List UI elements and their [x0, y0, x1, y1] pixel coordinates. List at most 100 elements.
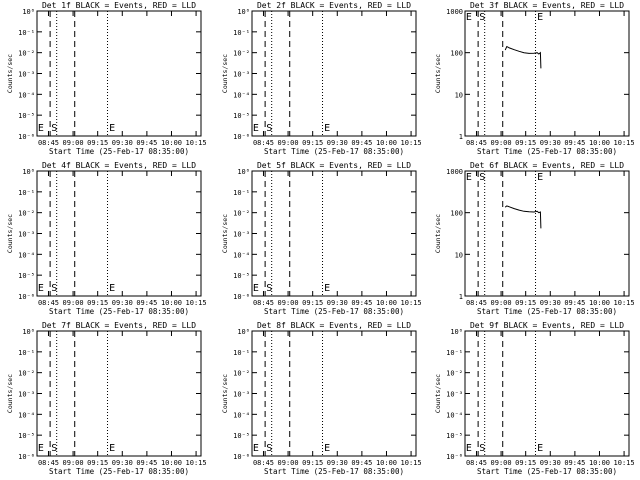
- y-tick-label: 1: [459, 133, 463, 141]
- event-marker: E: [537, 172, 543, 183]
- event-marker: E: [324, 123, 330, 134]
- y-tick-label: 10⁻⁴: [446, 411, 463, 419]
- y-tick-label: 10: [455, 251, 463, 259]
- x-tick-label: 08:45: [466, 139, 487, 147]
- event-marker: E: [38, 123, 44, 134]
- x-tick-label: 10:15: [186, 299, 207, 307]
- x-tick-label: 10:15: [614, 459, 635, 467]
- panel-title: Det 4f BLACK = Events, RED = LLD: [42, 161, 196, 170]
- x-tick-label: 09:15: [515, 299, 536, 307]
- event-marker: S: [51, 283, 57, 294]
- y-tick-label: 1: [459, 293, 463, 301]
- x-axis-label: Start Time (25-Feb-17 08:35:00): [264, 307, 404, 316]
- event-marker: S: [479, 443, 485, 454]
- x-tick-label: 09:00: [63, 459, 84, 467]
- x-axis-label: Start Time (25-Feb-17 08:35:00): [477, 147, 617, 156]
- event-marker: E: [253, 283, 259, 294]
- event-marker: S: [266, 123, 272, 134]
- y-tick-label: 10⁻⁵: [233, 112, 250, 120]
- detector-panel: Det 7f BLACK = Events, RED = LLD 10⁰ 10⁻¹ 1…: [6, 321, 207, 476]
- y-tick-label: 10⁻³: [233, 231, 250, 239]
- x-tick-label: 09:30: [327, 299, 348, 307]
- x-tick-label: 10:00: [376, 299, 397, 307]
- x-tick-label: 09:00: [63, 299, 84, 307]
- x-axis-label: Start Time (25-Feb-17 08:35:00): [264, 467, 404, 476]
- y-tick-label: 10⁻⁵: [233, 272, 250, 280]
- y-tick-label: 10⁰: [237, 8, 250, 16]
- x-tick-label: 09:15: [515, 139, 536, 147]
- x-tick-label: 09:00: [491, 299, 512, 307]
- y-tick-label: 10⁻⁴: [233, 91, 250, 99]
- y-tick-label: 10⁻¹: [233, 349, 250, 357]
- y-tick-label: 10⁰: [22, 8, 35, 16]
- event-marker: E: [324, 443, 330, 454]
- x-axis-label: Start Time (25-Feb-17 08:35:00): [264, 147, 404, 156]
- y-axis-label: Counts/sec: [6, 214, 14, 253]
- y-tick-label: 10⁻⁴: [18, 411, 35, 419]
- y-tick-label: 10⁻⁶: [18, 133, 35, 141]
- detector-panel: Det 8f BLACK = Events, RED = LLD 10⁰ 10⁻¹ 1…: [221, 321, 422, 476]
- y-tick-label: 10⁻¹: [18, 189, 35, 197]
- y-axis-label: Counts/sec: [221, 54, 229, 93]
- x-tick-label: 09:15: [87, 299, 108, 307]
- y-tick-label: 10⁻¹: [233, 189, 250, 197]
- event-marker: S: [266, 283, 272, 294]
- y-tick-label: 10⁻⁶: [18, 293, 35, 301]
- x-tick-label: 09:00: [491, 139, 512, 147]
- x-tick-label: 10:00: [589, 459, 610, 467]
- y-tick-label: 10⁰: [450, 328, 463, 336]
- y-tick-label: 100: [450, 50, 463, 58]
- panel-title: Det 1f BLACK = Events, RED = LLD: [42, 1, 196, 10]
- event-marker: S: [266, 443, 272, 454]
- x-tick-label: 09:30: [112, 139, 133, 147]
- plot-frame: [464, 10, 630, 137]
- x-tick-label: 08:45: [38, 299, 59, 307]
- y-axis-label: Counts/sec: [434, 214, 442, 253]
- event-marker: S: [51, 123, 57, 134]
- x-tick-label: 10:15: [401, 299, 422, 307]
- detector-panel: Det 4f BLACK = Events, RED = LLD 10⁰ 10⁻¹ 1…: [6, 161, 207, 316]
- detector-panel: Det 3f BLACK = Events, RED = LLD 1000 100 1…: [434, 1, 635, 156]
- y-tick-label: 10⁻²: [233, 370, 250, 378]
- y-tick-label: 10⁻³: [233, 391, 250, 399]
- event-marker: E: [38, 443, 44, 454]
- x-tick-label: 10:15: [401, 139, 422, 147]
- x-tick-label: 10:00: [161, 459, 182, 467]
- y-tick-label: 10⁻³: [446, 391, 463, 399]
- y-tick-label: 10⁻⁶: [233, 453, 250, 461]
- y-tick-label: 10⁻⁴: [18, 91, 35, 99]
- x-axis-label: Start Time (25-Feb-17 08:35:00): [49, 467, 189, 476]
- y-tick-label: 10⁻¹: [18, 349, 35, 357]
- x-tick-label: 09:00: [278, 139, 299, 147]
- x-tick-label: 08:45: [253, 139, 274, 147]
- x-tick-label: 09:45: [564, 459, 585, 467]
- x-tick-label: 09:15: [87, 459, 108, 467]
- x-axis-label: Start Time (25-Feb-17 08:35:00): [49, 307, 189, 316]
- x-tick-label: 08:45: [466, 299, 487, 307]
- y-tick-label: 10⁻³: [233, 71, 250, 79]
- x-tick-label: 09:30: [112, 459, 133, 467]
- y-tick-label: 10⁻¹: [446, 349, 463, 357]
- count-rate-series: [504, 205, 542, 229]
- y-tick-label: 10⁻²: [18, 370, 35, 378]
- plot-frame: [464, 170, 630, 297]
- x-tick-label: 10:00: [589, 299, 610, 307]
- y-tick-label: 10⁻⁵: [18, 112, 35, 120]
- y-tick-label: 10⁻⁶: [18, 453, 35, 461]
- detector-panel: Det 9f BLACK = Events, RED = LLD 10⁰ 10⁻¹ 1…: [434, 321, 635, 476]
- y-tick-label: 10⁰: [237, 168, 250, 176]
- plot-frame: [464, 330, 630, 457]
- panel-title: Det 8f BLACK = Events, RED = LLD: [257, 321, 411, 330]
- event-marker: S: [51, 443, 57, 454]
- x-tick-label: 09:45: [136, 459, 157, 467]
- plot-frame: [251, 170, 417, 297]
- y-tick-label: 10⁻³: [18, 391, 35, 399]
- event-marker: E: [253, 443, 259, 454]
- y-tick-label: 10⁻⁵: [18, 272, 35, 280]
- x-tick-label: 10:00: [161, 139, 182, 147]
- panel-title: Det 2f BLACK = Events, RED = LLD: [257, 1, 411, 10]
- panel-title: Det 6f BLACK = Events, RED = LLD: [470, 161, 624, 170]
- x-tick-label: 08:45: [253, 299, 274, 307]
- x-tick-label: 08:45: [38, 139, 59, 147]
- event-marker: S: [479, 172, 485, 183]
